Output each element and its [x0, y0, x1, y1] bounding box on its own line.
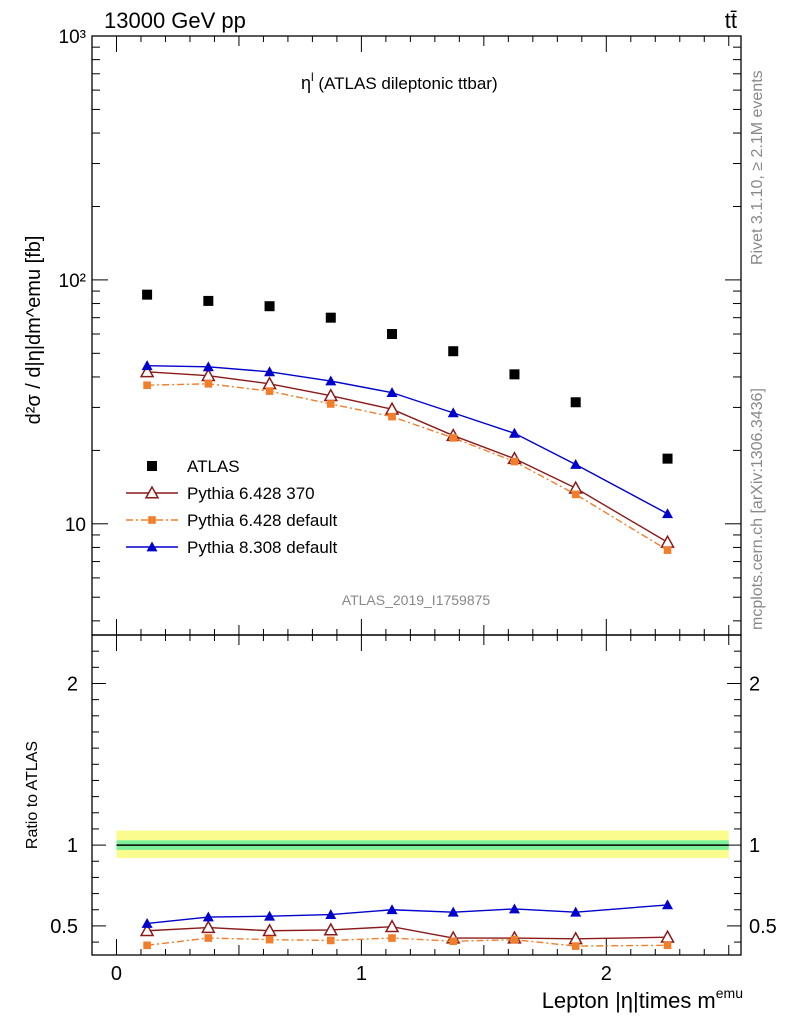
data-point-s0-5	[448, 346, 459, 357]
header-left: 13000 GeV pp	[104, 8, 246, 33]
plot-title: ηl (ATLAS dileptonic ttbar)	[301, 70, 498, 93]
ratio-point-s2-3	[325, 909, 337, 919]
ratio-point-s0-0	[139, 923, 155, 937]
ratio-point-s2-8	[662, 899, 674, 910]
data-point-s2-7	[571, 490, 580, 499]
data-point-s2-3	[326, 400, 335, 408]
data-point-s2-2	[265, 387, 274, 395]
x-tick-label: 2	[601, 963, 612, 985]
data-point-s0-3	[325, 312, 336, 323]
ratio-point-s2-7	[570, 906, 582, 917]
data-point-s0-7	[570, 397, 581, 408]
main-ylabel: d²σ / d|η|dm^emu [fb]	[23, 236, 45, 425]
ratio-y-tick-label-right: 2	[749, 673, 760, 695]
ratio-y-tick-label: 2	[67, 673, 78, 695]
legend-marker-0	[147, 461, 157, 471]
legend-marker-1	[144, 485, 160, 499]
ratio-line-2	[147, 904, 668, 925]
data-point-s0-2	[264, 301, 275, 312]
series-line-2	[147, 383, 668, 551]
data-point-s1-8	[660, 534, 675, 548]
ratio-point-s2-1	[202, 911, 214, 922]
legend-label-1: Pythia 6.428 370	[187, 484, 315, 503]
data-point-s3-5	[447, 407, 459, 418]
legend-label-0: ATLAS	[187, 457, 240, 476]
ratio-point-s2-5	[447, 906, 459, 917]
ratio-panel: Ratio to ATLAS Lepton |η|times memu 0 1 2 0…	[24, 634, 777, 1013]
x-axis-label: Lepton |η|times memu	[542, 985, 743, 1013]
data-point-s3-6	[508, 427, 520, 438]
plot-title-sup: l	[311, 70, 314, 84]
main-y-tick-label: 10³	[59, 27, 86, 48]
data-point-s0-1	[203, 295, 214, 306]
watermark: ATLAS_2019_I1759875	[342, 592, 491, 608]
data-point-s2-0	[143, 381, 151, 390]
ratio-ylabel: Ratio to ATLAS	[24, 741, 41, 849]
main-y-tick-label: 10²	[59, 271, 86, 292]
data-point-s3-7	[570, 459, 582, 469]
data-point-s0-8	[662, 453, 673, 464]
x-tick-label: 1	[356, 963, 367, 985]
main-panel: ηl (ATLAS dileptonic ttbar) d²σ / d|η|dm…	[23, 27, 742, 636]
ratio-point-s1-3	[326, 936, 335, 945]
ratio-frame	[91, 634, 742, 956]
ratio-y-tick-label-right: 1	[749, 835, 760, 857]
legend-marker-2	[148, 516, 156, 524]
ratio-point-s0-1	[201, 919, 216, 934]
ratio-y-tick-label: 0.5	[50, 916, 78, 938]
plot-title-main: η	[301, 73, 311, 93]
data-point-s0-4	[387, 329, 398, 340]
data-point-s1-0	[139, 364, 155, 378]
legend-marker-3	[146, 541, 158, 552]
header-right: tt̄	[725, 8, 737, 33]
x-axis-label-main: Lepton |η|times m	[542, 988, 716, 1013]
data-point-s3-8	[662, 508, 674, 519]
ratio-point-s2-0	[141, 917, 153, 928]
ratio-point-s1-5	[449, 937, 458, 946]
ratio-point-s1-7	[571, 942, 580, 950]
ratio-point-s2-2	[264, 910, 276, 921]
data-point-s3-4	[386, 387, 398, 398]
ratio-point-s1-4	[388, 934, 396, 942]
ratio-point-s1-8	[663, 941, 672, 950]
ratio-y-tick-label-right: 0.5	[749, 916, 777, 938]
ratio-point-s2-4	[386, 904, 398, 915]
data-point-s3-2	[264, 366, 276, 377]
data-point-s2-1	[204, 379, 213, 388]
rivet-version-text: Rivet 3.1.10, ≥ 2.1M events	[749, 70, 766, 265]
plot-title-rest: (ATLAS dileptonic ttbar)	[314, 74, 498, 93]
mcplots-text: mcplots.cern.ch [arXiv:1306.3436]	[749, 388, 766, 630]
ratio-point-s0-4	[384, 919, 400, 933]
legend-label-3: Pythia 8.308 default	[187, 538, 338, 557]
data-point-s2-4	[388, 412, 396, 421]
ratio-point-s1-2	[265, 935, 274, 944]
data-point-s3-3	[325, 375, 337, 386]
ratio-point-s2-6	[508, 903, 520, 914]
main-y-tick-label: 10	[65, 515, 86, 536]
data-point-s2-5	[449, 434, 458, 442]
data-point-s2-8	[663, 546, 672, 554]
legend-label-2: Pythia 6.428 default	[187, 511, 338, 530]
data-point-s3-1	[202, 361, 214, 372]
data-point-s3-0	[141, 360, 153, 371]
ratio-y-tick-label: 1	[67, 835, 78, 857]
ratio-point-s0-2	[262, 923, 277, 937]
ratio-point-s1-1	[204, 934, 213, 942]
ratio-point-s0-3	[323, 922, 339, 936]
ratio-line-0	[147, 926, 668, 940]
ratio-point-s1-6	[510, 935, 519, 944]
data-point-s0-6	[509, 369, 520, 380]
ratio-point-s1-0	[143, 941, 151, 950]
data-point-s2-6	[510, 457, 519, 466]
x-axis-label-sup: emu	[716, 985, 743, 1001]
data-point-s0-0	[142, 289, 153, 300]
x-tick-label: 0	[111, 963, 122, 985]
